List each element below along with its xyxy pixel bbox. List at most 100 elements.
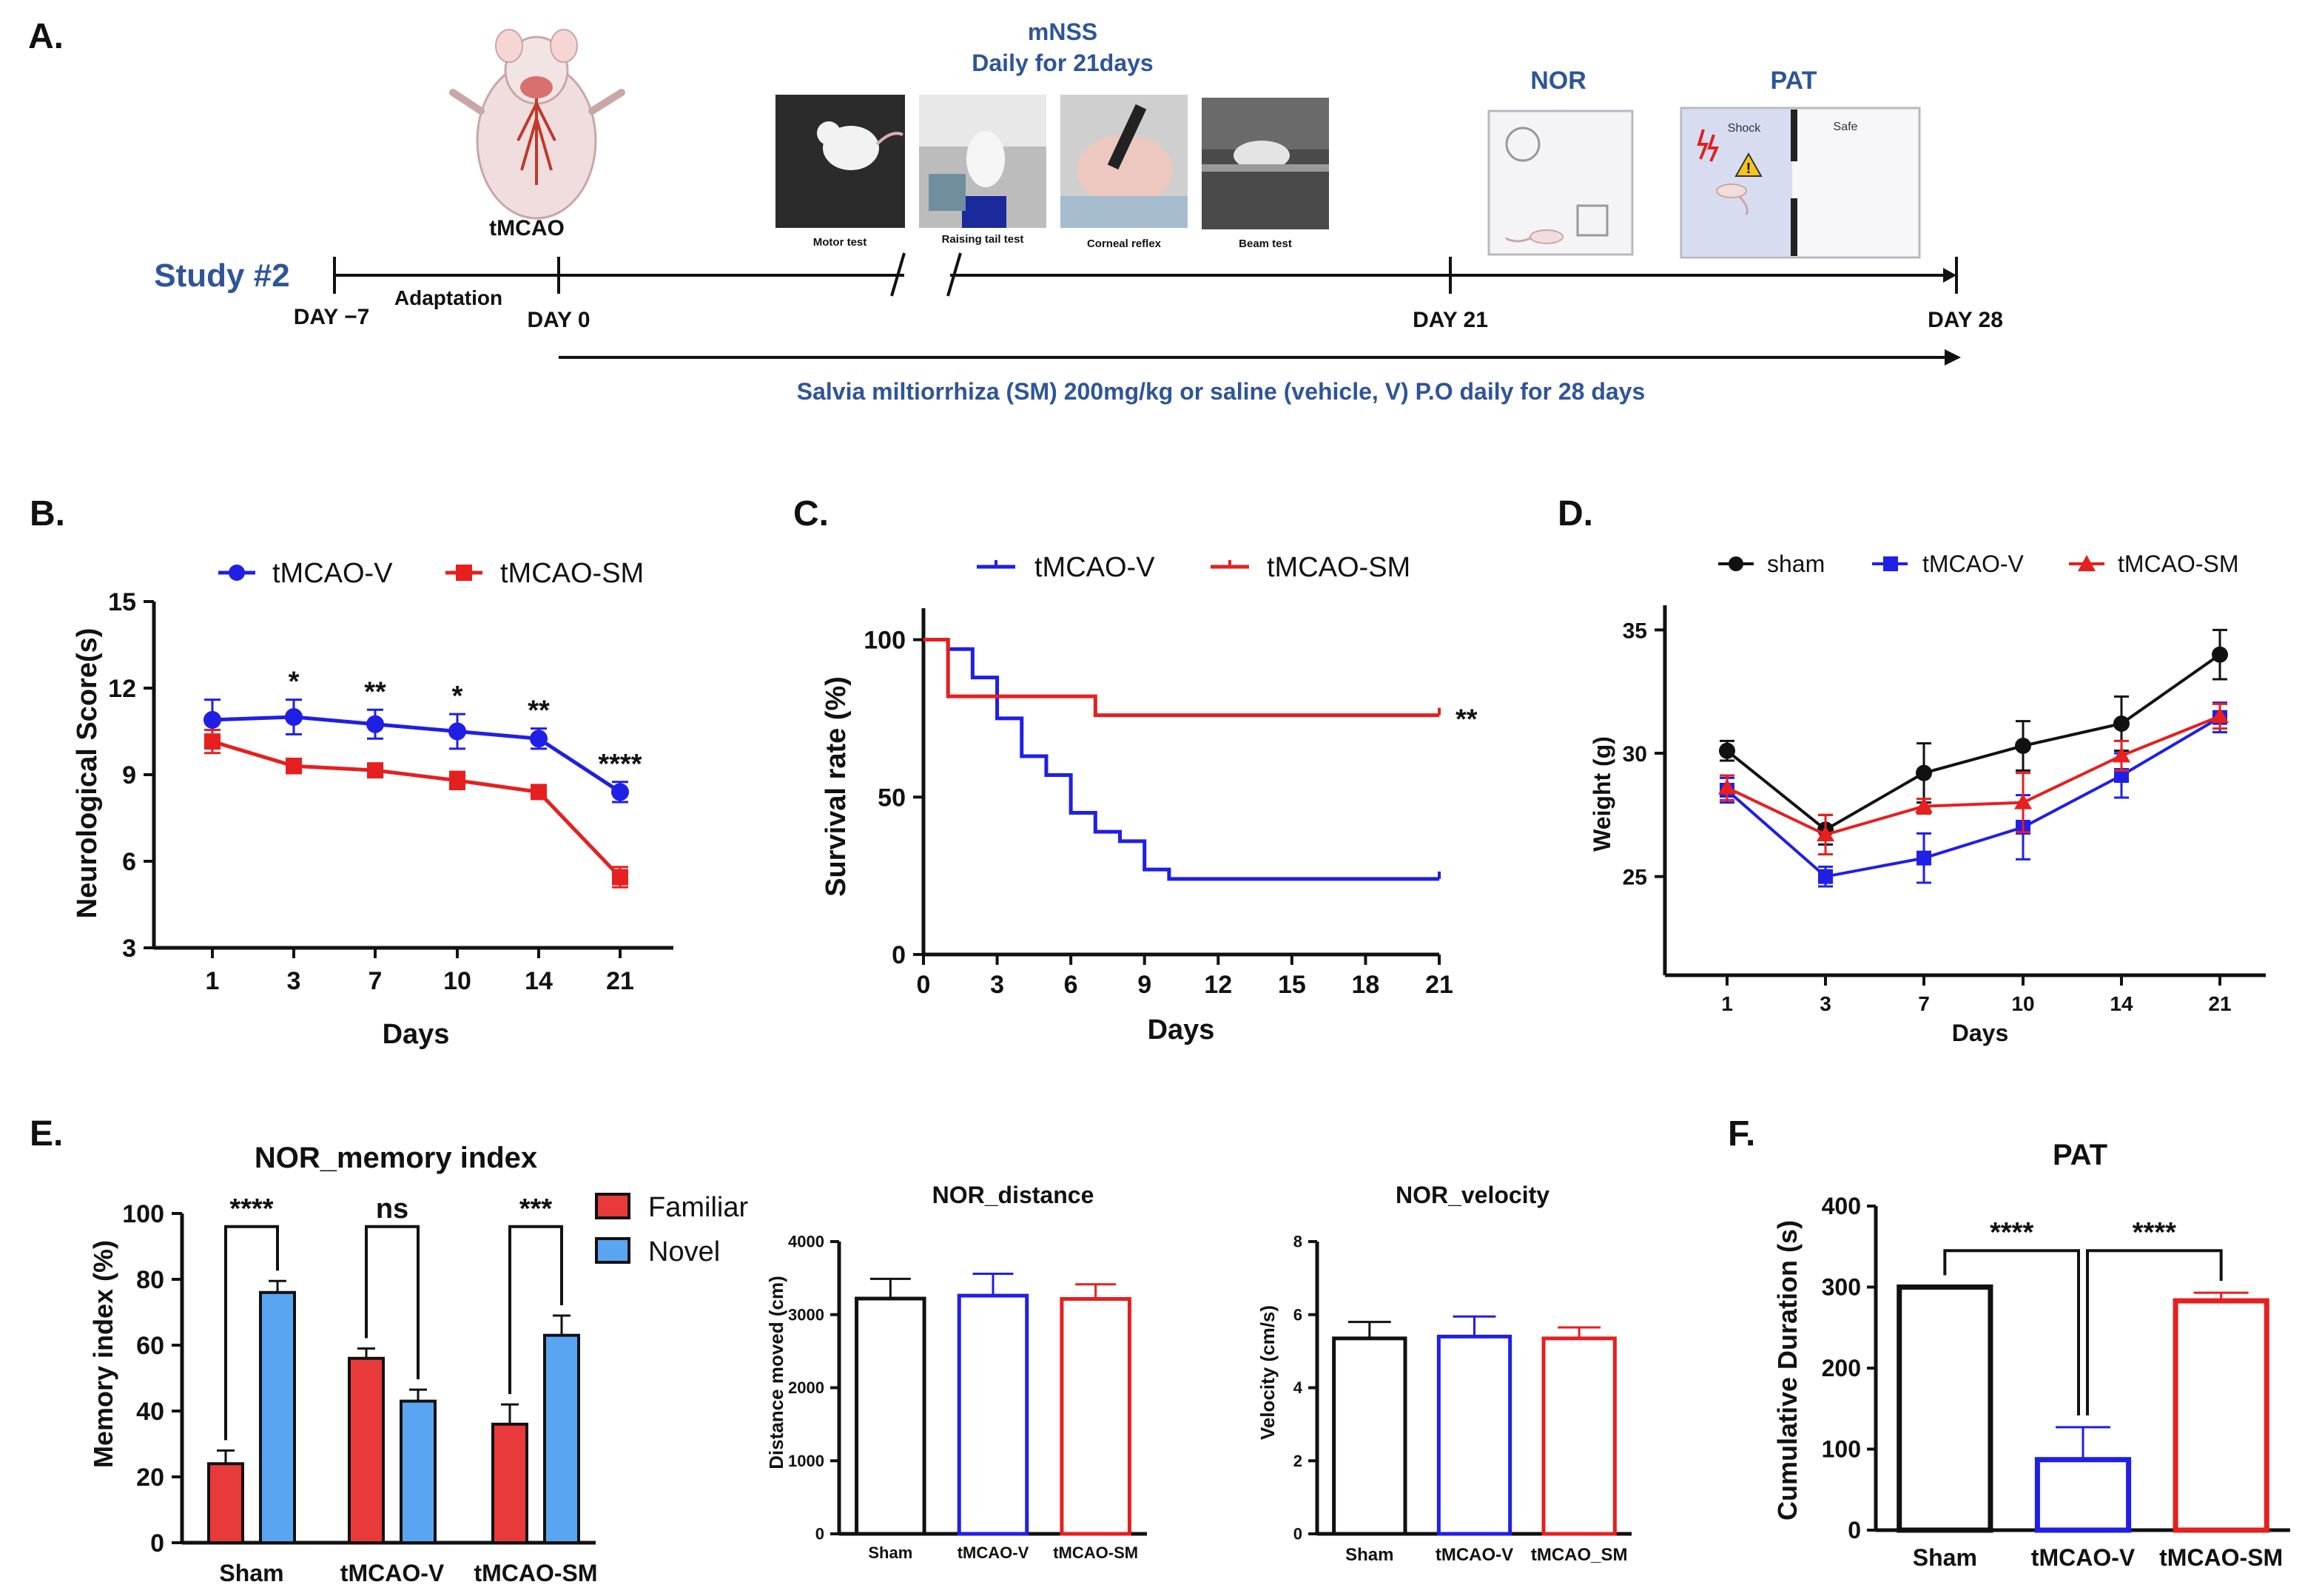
d-xtick-label: 7: [1918, 992, 1930, 1015]
panel-b: B. tMCAO-V tMCAO-SM Days Neurological Sc…: [30, 494, 673, 1050]
b-point-tmcao-sm: [612, 869, 628, 886]
c-survival-tmcao-v: [923, 638, 1439, 881]
e3-plot-bar-3: [1541, 1336, 1617, 1536]
b-point-tmcao-v: [285, 708, 303, 726]
panel-label-e: E.: [30, 1114, 63, 1154]
panel-label-c: C.: [793, 494, 829, 533]
treatment-arrowhead: [1945, 349, 1961, 366]
e1-bar-familiar: [491, 1422, 528, 1545]
f-significance-label: ****: [2133, 1217, 2176, 1248]
c-xtick-label: 21: [1425, 971, 1453, 999]
c-xtick-label: 18: [1352, 971, 1380, 999]
legend-e1-novel: Novel: [648, 1236, 720, 1267]
e3-plot-ytick-label: 8: [1293, 1233, 1302, 1251]
e1-xtick-label: tMCAO-V: [340, 1560, 445, 1586]
panel-label-b: B.: [30, 494, 65, 533]
f-plot-bar-3: [2173, 1298, 2269, 1533]
d-point-tmcao-sm: [2113, 747, 2130, 763]
c-plot-area: 0 50 100 0 3 6 9 12 15 18 21 **: [864, 608, 1478, 999]
f-significance-bracket: [2086, 1249, 2223, 1415]
e3-plot-xtick-label: tMCAO-V: [1436, 1545, 1513, 1565]
d-point-sham: [1719, 742, 1735, 759]
e1-xtick-label: Sham: [219, 1560, 283, 1586]
e1-ytick-label: 0: [150, 1529, 164, 1558]
b-xtick-label: 1: [206, 967, 220, 995]
b-ytick-label: 15: [108, 588, 136, 616]
b-ytick-label: 3: [122, 935, 136, 963]
d-xtick-label: 1: [1721, 992, 1733, 1015]
b-xlabel: Days: [383, 1019, 450, 1050]
b-significance: ****: [598, 749, 642, 780]
svg-text:!: !: [1746, 161, 1751, 177]
b-xtick-label: 3: [287, 967, 301, 995]
panel-label-a: A.: [28, 17, 64, 56]
f-plot-xtick-label: tMCAO-V: [2031, 1544, 2136, 1571]
d-series-line: [1726, 715, 2221, 837]
e3-plot-bar-1: [1332, 1336, 1407, 1536]
e2-plot-area: 0 1000 2000 3000 4000 Sham tMCAO-V tMCAO-SM: [788, 1233, 1147, 1562]
e1-significance-label: ns: [376, 1193, 408, 1225]
e1-ytick-label: 40: [136, 1398, 164, 1426]
legend-b-tmcao-sm: tMCAO-SM: [500, 558, 644, 589]
e1-ytick-label: 100: [122, 1200, 164, 1228]
f-title: PAT: [2053, 1139, 2107, 1171]
panel-e: E. NOR_memory index Familiar Novel Memor…: [30, 1114, 1632, 1586]
c-xtick-label: 6: [1064, 971, 1078, 999]
d-ylabel: Weight (g): [1589, 736, 1615, 852]
e2-plot-ytick-label: 2000: [788, 1378, 824, 1397]
b-significance: **: [528, 696, 550, 727]
adaptation-label: Adaptation: [394, 286, 502, 309]
b-ytick-label: 6: [122, 848, 136, 876]
d-xlabel: Days: [1952, 1020, 2009, 1046]
d-point-tmcao-sm: [2014, 793, 2032, 809]
e2-plot-xtick-label: tMCAO-SM: [1053, 1543, 1138, 1562]
c-survival-tmcao-sm: [923, 638, 1439, 718]
nor-arena: [1487, 110, 1634, 256]
photo-raising-tail-test: [919, 95, 1046, 228]
f-plot-ytick-label: 200: [1822, 1355, 1861, 1381]
e3-plot-ytick-label: 4: [1293, 1378, 1303, 1397]
legend-c-tmcao-sm: tMCAO-SM: [1267, 552, 1410, 583]
b-point-tmcao-sm: [286, 758, 302, 775]
b-xtick-label: 7: [369, 967, 383, 995]
study-label: Study #2: [154, 257, 289, 294]
e2-plot-xtick-label: Sham: [868, 1543, 912, 1562]
b-series-line: [212, 739, 622, 879]
e3-plot-ytick-label: 6: [1293, 1305, 1302, 1324]
e3-title: NOR_velocity: [1396, 1182, 1549, 1208]
e1-bar-familiar: [207, 1462, 244, 1544]
legend-d-tmcao-v: tMCAO-V: [1922, 550, 2025, 577]
e1-significance-label: ****: [229, 1193, 273, 1225]
b-significance: *: [452, 681, 463, 712]
d-point-tmcao-v: [1818, 869, 1833, 884]
e1-xtick-label: tMCAO-SM: [474, 1560, 597, 1586]
c-ylabel: Survival rate (%): [821, 676, 852, 897]
d-point-tmcao-v: [2114, 768, 2129, 783]
b-ylabel: Neurological Score(s): [72, 628, 103, 919]
f-significance-label: ****: [1990, 1217, 2033, 1248]
e1-significance-bracket: [508, 1225, 563, 1395]
d-xtick-label: 10: [2011, 992, 2034, 1015]
d-point-sham: [2015, 738, 2031, 754]
f-plot-ytick-label: 400: [1822, 1193, 1861, 1219]
c-xtick-label: 3: [990, 971, 1004, 999]
b-point-tmcao-v: [611, 783, 629, 801]
pat-title: PAT: [1771, 67, 1817, 95]
e1-bar-novel: [400, 1399, 437, 1545]
d-point-sham: [2212, 646, 2228, 663]
legend-e1-familiar: Familiar: [648, 1192, 748, 1223]
d-point-sham: [2113, 715, 2130, 732]
b-ytick-label: 12: [108, 675, 136, 703]
e1-plot-area: 0 20 40 60 80 100 Sham **** tMCAO-V ns tMCAO-SM ***: [122, 1193, 597, 1586]
panel-f: F. PAT Cumulative Duration (s) 0 100 200 30…: [1728, 1114, 2290, 1571]
e2-plot-ytick-label: 0: [815, 1525, 824, 1543]
legend-c: tMCAO-V tMCAO-SM: [977, 552, 1410, 583]
c-xlabel: Days: [1148, 1014, 1215, 1046]
d-point-tmcao-sm: [1915, 797, 1933, 813]
legend-b-tmcao-v: tMCAO-V: [272, 558, 393, 589]
d-point-tmcao-sm: [1718, 778, 1736, 795]
legend-d: sham tMCAO-V tMCAO-SM: [1718, 550, 2239, 577]
e2-plot-ytick-label: 1000: [788, 1452, 824, 1470]
f-significance-bracket: [1943, 1249, 2080, 1415]
